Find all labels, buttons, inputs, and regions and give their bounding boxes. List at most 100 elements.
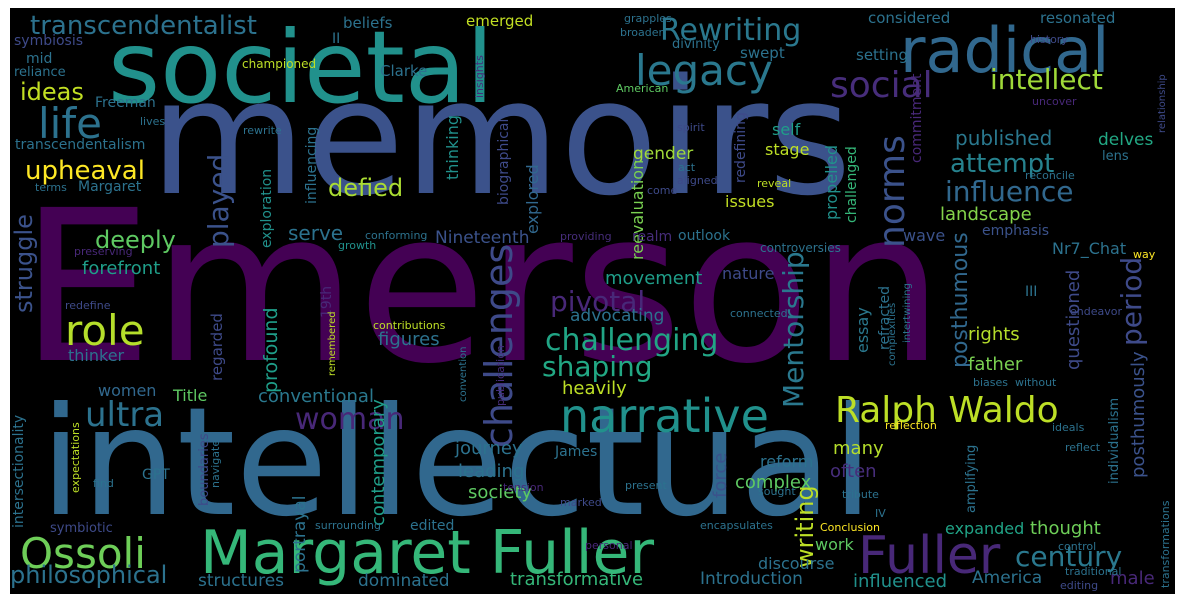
word-navigate: navigate [209, 439, 222, 488]
word-often: often [830, 461, 877, 482]
word-edited: edited [410, 518, 455, 534]
word-resonated: resonated [1040, 9, 1116, 27]
word-radical: radical [900, 14, 1110, 87]
word-social: social [830, 65, 933, 106]
word-upheaval: upheaval [25, 156, 145, 186]
word-reconcile: reconcile [1025, 169, 1075, 182]
word-american: American [616, 82, 669, 95]
word-leading: leading [458, 461, 525, 482]
word-contributions: contributions [373, 319, 446, 332]
word-deeply: deeply [95, 226, 176, 254]
word-clarke: Clarke [380, 62, 428, 80]
word-championed: championed [242, 57, 317, 71]
word-reveal: reveal [757, 177, 792, 190]
word-published: published [955, 126, 1053, 150]
word-emerged: emerged [466, 12, 534, 30]
word-journey: journey [455, 438, 523, 459]
word-endeavor: endeavor [1070, 305, 1122, 318]
word-encapsulates: encapsulates [700, 519, 773, 532]
word-uncover: uncover [1032, 95, 1077, 108]
word-many: many [833, 438, 884, 459]
word-essay: essay [853, 307, 872, 353]
word-title: Title [173, 386, 208, 405]
word-fuller: Fuller [858, 526, 1001, 586]
word-intersectionality: intersectionality [11, 414, 27, 528]
word-relationship: relationship [1157, 74, 1168, 133]
word-societal: societal [108, 9, 494, 126]
word-male: male [1110, 568, 1155, 589]
word-influence: influence [945, 175, 1074, 208]
word-setting: setting [856, 46, 909, 64]
word-margaret: Margaret [78, 179, 142, 195]
word-reflection: reflection [885, 419, 937, 432]
word-heavily: heavily [562, 378, 627, 399]
word-commitment: commitment [909, 73, 925, 163]
word-reliance: reliance [14, 65, 66, 80]
word-way: way [1133, 248, 1156, 261]
word-advocating: advocating [570, 306, 665, 326]
word-redefine: redefine [65, 299, 111, 312]
word-lens: lens [1102, 149, 1129, 164]
word-reflect: reflect [1065, 441, 1101, 454]
word-thought: thought [1030, 518, 1101, 539]
word-present: present [625, 479, 667, 492]
word-narrative: narrative [560, 389, 769, 443]
word-traditional: traditional [1065, 565, 1122, 578]
word-father: father [968, 354, 1023, 375]
word-woman: woman [295, 402, 405, 437]
word-women: women [98, 381, 157, 400]
word-biases: biases [973, 376, 1009, 389]
word-cloud: memoirs Emerson intellectual societal ra… [10, 8, 1175, 594]
word-stage: stage [765, 140, 810, 159]
word-conventional: conventional [258, 386, 374, 407]
word-broader: broader [620, 26, 664, 39]
word-margaret-fuller: Margaret Fuller [200, 518, 655, 588]
word-intertwining: intertwining [902, 283, 913, 343]
word-sought: sought [758, 485, 796, 498]
word-freeman: Freeman [95, 95, 156, 111]
word-rights: rights [968, 324, 1020, 345]
word-lives: lives [140, 115, 166, 128]
word-work: work [815, 535, 854, 554]
word-period: period [1115, 256, 1148, 346]
word-america: America [972, 568, 1043, 588]
word-transcendentalist: transcendentalist [30, 11, 257, 41]
word-shaping: shaping [542, 350, 653, 383]
word-introduction: Introduction [700, 569, 803, 589]
word-nr7-chat: Nr7_Chat [1052, 239, 1127, 258]
word-considered: considered [868, 9, 951, 27]
word-editing: editing [1060, 579, 1099, 592]
word-questioned: questioned [1063, 269, 1084, 370]
word-outlook: outlook [678, 228, 731, 244]
word-intellect: intellect [990, 63, 1103, 96]
word-society: society [468, 482, 533, 503]
word-complex: complex [735, 472, 812, 493]
word-james: James [555, 444, 598, 460]
word-landscape: landscape [940, 204, 1032, 225]
word-beliefs: beliefs [343, 14, 393, 32]
word-emphasis: emphasis [982, 223, 1050, 239]
word-delves: delves [1098, 130, 1154, 150]
word-publication: publication [494, 345, 507, 406]
word-expectations: expectations [69, 422, 82, 493]
word-find: find [93, 477, 114, 490]
word-gender: gender [633, 144, 694, 164]
word-emerson: Emerson [20, 165, 944, 410]
word-attempt: attempt [950, 149, 1055, 179]
word-posthumously: posthumously [1128, 351, 1149, 478]
word-convention: convention [458, 346, 469, 402]
word-tribute: tribute [842, 488, 879, 501]
word-marked: marked [560, 496, 602, 509]
word-ideals: ideals [1052, 421, 1085, 434]
word-insights: insights [473, 55, 486, 98]
word-swept: swept [740, 44, 785, 62]
word-thinker: thinker [68, 346, 125, 365]
word-spirit: spirit [677, 121, 705, 134]
word-exploration: exploration [259, 168, 275, 248]
word-terms: terms [35, 181, 67, 194]
word-growth: growth [338, 239, 377, 252]
word-expanded: expanded [945, 519, 1025, 538]
word-figures: figures [378, 329, 440, 350]
word-grapples: grapples [624, 12, 672, 25]
word-influencing: influencing [304, 126, 320, 204]
